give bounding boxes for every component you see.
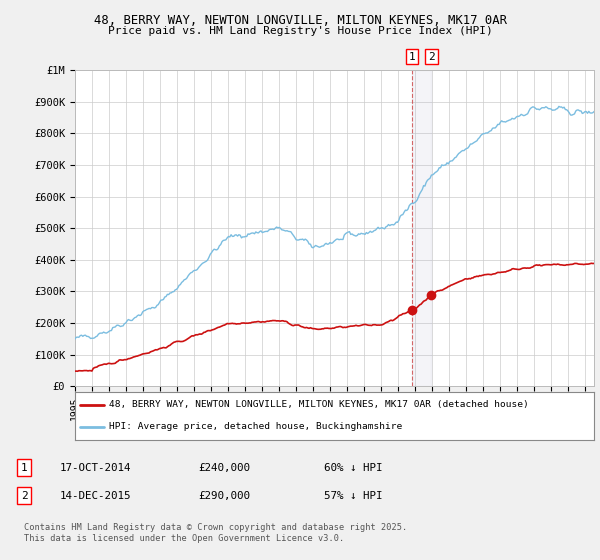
Bar — [412, 70, 431, 386]
Text: 48, BERRY WAY, NEWTON LONGVILLE, MILTON KEYNES, MK17 0AR (detached house): 48, BERRY WAY, NEWTON LONGVILLE, MILTON … — [109, 400, 529, 409]
Text: 14-DEC-2015: 14-DEC-2015 — [60, 491, 131, 501]
Text: 17-OCT-2014: 17-OCT-2014 — [60, 463, 131, 473]
Text: £290,000: £290,000 — [198, 491, 250, 501]
Text: 1: 1 — [20, 463, 28, 473]
Text: £240,000: £240,000 — [198, 463, 250, 473]
Text: 60% ↓ HPI: 60% ↓ HPI — [324, 463, 383, 473]
Text: Contains HM Land Registry data © Crown copyright and database right 2025.
This d: Contains HM Land Registry data © Crown c… — [24, 524, 407, 543]
Text: Price paid vs. HM Land Registry's House Price Index (HPI): Price paid vs. HM Land Registry's House … — [107, 26, 493, 36]
Text: 2: 2 — [428, 52, 435, 62]
Text: 2: 2 — [20, 491, 28, 501]
Text: 57% ↓ HPI: 57% ↓ HPI — [324, 491, 383, 501]
Text: 1: 1 — [409, 52, 415, 62]
Text: 48, BERRY WAY, NEWTON LONGVILLE, MILTON KEYNES, MK17 0AR: 48, BERRY WAY, NEWTON LONGVILLE, MILTON … — [94, 14, 506, 27]
Text: HPI: Average price, detached house, Buckinghamshire: HPI: Average price, detached house, Buck… — [109, 422, 402, 431]
